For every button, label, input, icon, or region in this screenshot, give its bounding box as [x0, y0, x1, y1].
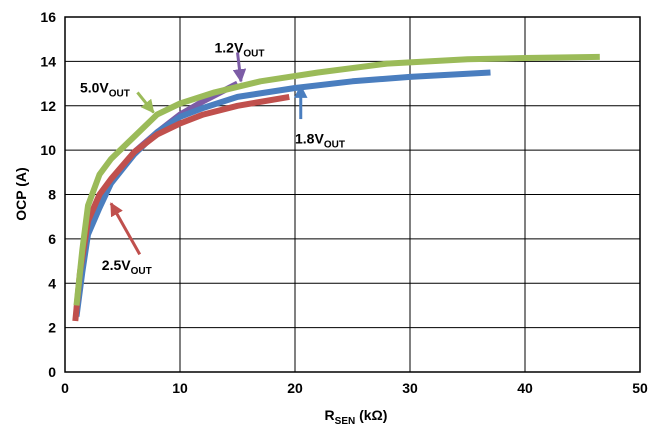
y-axis-ticks: 0 2 4 6 8 10 12 14 16 [40, 9, 56, 380]
x-tick-label: 10 [172, 380, 188, 396]
series-label-sub: OUT [109, 88, 130, 99]
y-tick-label: 12 [40, 98, 56, 114]
series-label-sub: OUT [243, 49, 264, 60]
series-label-sub: OUT [324, 139, 345, 150]
x-tick-label: 50 [632, 380, 648, 396]
x-axis-title-main: R [325, 407, 335, 423]
series-line-1-8vout [73, 69, 491, 317]
series-label-main: 1.2V [215, 40, 244, 56]
x-tick-label: 30 [402, 380, 418, 396]
x-axis-title-sub: SEN [335, 416, 356, 425]
y-tick-label: 4 [48, 275, 56, 291]
x-axis-title-suffix: (kΩ) [355, 407, 387, 423]
series-lines [72, 53, 600, 322]
y-tick-label: 2 [48, 320, 56, 336]
series-label-2-5vout: 2.5VOUT [102, 257, 152, 277]
pointer-arrow-1-2vout [232, 52, 247, 83]
series-line-2-5vout [72, 93, 290, 322]
y-axis-title: OCP (A) [13, 167, 29, 220]
x-axis-title: RSEN (kΩ) [325, 407, 388, 425]
series-label-sub: OUT [131, 266, 152, 277]
series-label-1-8vout: 1.8VOUT [295, 130, 345, 150]
y-tick-label: 0 [48, 364, 56, 380]
series-label-5-0vout: 5.0VOUT [80, 79, 130, 99]
y-tick-label: 10 [40, 142, 56, 158]
x-tick-label: 40 [517, 380, 533, 396]
x-axis-ticks: 0 10 20 30 40 50 [61, 380, 648, 396]
y-tick-label: 14 [40, 53, 56, 69]
series-line-5-0vout [73, 53, 600, 306]
pointer-arrow-5-0vout [136, 91, 155, 114]
y-tick-label: 16 [40, 9, 56, 25]
x-tick-label: 0 [61, 380, 69, 396]
y-tick-label: 8 [48, 187, 56, 203]
pointer-arrow-2-5vout [109, 202, 142, 256]
series-label-1-2vout: 1.2VOUT [215, 40, 265, 60]
series-label-main: 5.0V [80, 79, 109, 95]
y-tick-label: 6 [48, 231, 56, 247]
plot-area [64, 16, 641, 373]
series-label-main: 1.8V [295, 130, 324, 146]
x-tick-label: 20 [287, 380, 303, 396]
series-label-main: 2.5V [102, 257, 131, 273]
